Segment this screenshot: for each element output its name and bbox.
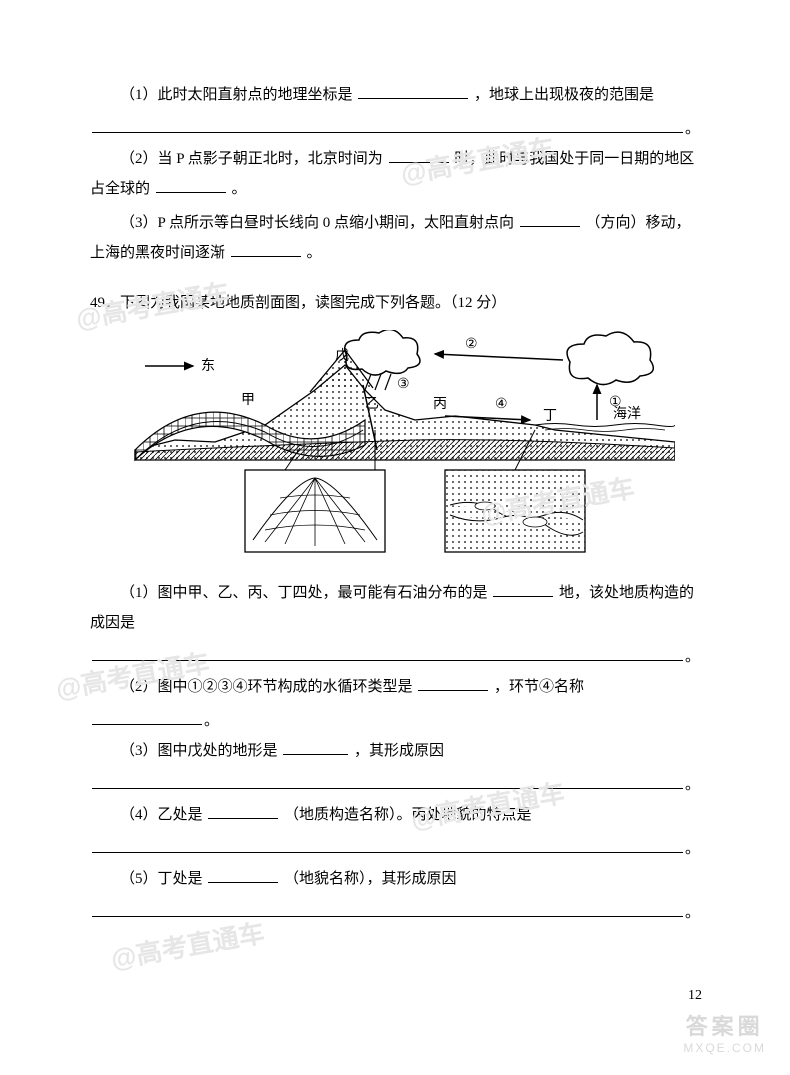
q49-part3: （3）图中戊处的地形是 ，其形成原因 。 — [90, 736, 700, 800]
q48-p2-end: 。 — [232, 181, 247, 197]
q49-figure: 海洋 ① ② ③ ④ 东 甲 戊 乙 丙 丁 — [90, 330, 700, 560]
blank — [283, 739, 348, 756]
blank — [493, 581, 553, 598]
label-ding: 丁 — [543, 409, 557, 424]
blank — [208, 867, 278, 884]
geology-diagram-svg: 海洋 ① ② ③ ④ 东 甲 戊 乙 丙 丁 — [115, 330, 675, 560]
label-bing: 丙 — [433, 397, 447, 412]
q48-p2-a: （2）当 P 点影子朝正北时，北京时间为 — [120, 151, 383, 167]
label-c1: ① — [609, 395, 622, 410]
blank — [520, 211, 580, 228]
blank — [358, 83, 468, 100]
q49-part1: （1）图中甲、乙、丙、丁四处，最可能有石油分布的是 地，该处地质构造的成因是 。 — [90, 578, 700, 672]
q48-p1-b: ，地球上出现极夜的范围是 — [474, 87, 654, 103]
q49-part4: （4）乙处是 （地质构造名称）。丙处地貌的特点是 。 — [90, 800, 700, 864]
q49-p5-b: （地貌名称），其形成原因 — [284, 871, 457, 887]
q49-p3-end: 。 — [685, 770, 700, 800]
q49-p3-a: （3）图中戊处的地形是 — [120, 743, 278, 759]
q49-p4-b: （地质构造名称）。丙处地貌的特点是 — [284, 807, 532, 823]
cloud-right — [567, 332, 653, 384]
label-wu: 戊 — [335, 348, 349, 364]
q49-title: 49．下图为我国某地地质剖面图，读图完成下列各题。（12 分） — [90, 288, 700, 318]
q49-p1-a: （1）图中甲、乙、丙、丁四处，最可能有石油分布的是 — [120, 585, 488, 601]
q49-p5-end: 。 — [685, 898, 700, 928]
blank-line — [92, 837, 683, 854]
label-yi: 乙 — [365, 396, 379, 412]
label-c3: ③ — [397, 377, 410, 392]
blank — [208, 803, 278, 820]
blank — [92, 709, 202, 726]
label-c4: ④ — [495, 397, 508, 412]
q48-p1-end: 。 — [685, 114, 700, 144]
label-dong: 东 — [201, 358, 215, 374]
blank — [156, 177, 226, 194]
arrow-2 — [435, 354, 563, 360]
q49-p4-end: 。 — [685, 834, 700, 864]
logo-line1: 答案圈 — [683, 1013, 766, 1042]
blank-line — [92, 773, 683, 790]
blank — [389, 147, 449, 164]
blank — [231, 241, 301, 258]
page-number: 12 — [688, 982, 702, 1010]
label-jia: 甲 — [241, 393, 255, 408]
blank-line — [92, 645, 683, 662]
q49-p3-b: ，其形成原因 — [354, 743, 444, 759]
q48-part2: （2）当 P 点影子朝正北时，北京时间为 时，此时与我国处于同一日期的地区占全球… — [90, 144, 700, 204]
q49-p2-end: 。 — [204, 706, 219, 736]
blank-line — [92, 901, 683, 918]
blank-line — [92, 117, 683, 134]
bottom-logo: 答案圈 MXQE.COM — [683, 1013, 766, 1057]
q48-p3-end: 。 — [307, 245, 322, 261]
q49-part2: （2）图中①②③④环节构成的水循环类型是 ，环节④名称 。 — [90, 672, 700, 736]
q49-p2-b: ，环节④名称 — [494, 679, 584, 695]
q48-part3: （3）P 点所示等白昼时长线向 0 点缩小期间，太阳直射点向 （方向）移动，上海… — [90, 208, 700, 268]
q49-p1-end: 。 — [685, 642, 700, 672]
q48-p1-a: （1）此时太阳直射点的地理坐标是 — [120, 87, 353, 103]
q49-part5: （5）丁处是 （地貌名称），其形成原因 。 — [90, 864, 700, 928]
blank — [418, 675, 488, 692]
q49-p5-a: （5）丁处是 — [120, 871, 203, 887]
logo-line2: MXQE.COM — [683, 1041, 766, 1057]
q49-p4-a: （4）乙处是 — [120, 807, 203, 823]
q48-p3-a: （3）P 点所示等白昼时长线向 0 点缩小期间，太阳直射点向 — [120, 215, 514, 231]
q49-p2-a: （2）图中①②③④环节构成的水循环类型是 — [120, 679, 413, 695]
label-c2: ② — [465, 337, 478, 352]
q48-part1: （1）此时太阳直射点的地理坐标是 ，地球上出现极夜的范围是 。 — [90, 80, 700, 144]
